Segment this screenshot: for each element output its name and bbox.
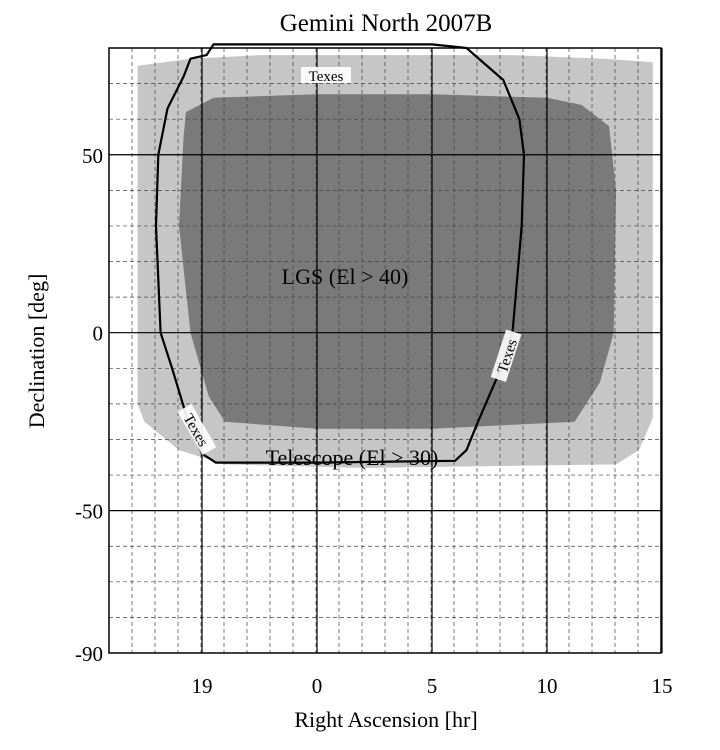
- y-tick-labels: 50 0 -50 -90: [75, 144, 103, 666]
- y-tick-label: 50: [82, 144, 103, 168]
- region-label-telescope: Telescope (El > 30): [266, 445, 439, 470]
- contour-label-text: Texes: [309, 69, 344, 85]
- x-tick-labels: 19 0 5 10 15: [192, 674, 673, 698]
- contour-texes: [154, 43, 526, 464]
- x-tick-label: 5: [427, 674, 438, 698]
- plot-frame: [108, 47, 662, 654]
- x-tick-label: 10: [537, 674, 558, 698]
- grid-minor: [109, 48, 661, 653]
- y-tick-label: -90: [75, 642, 103, 666]
- x-tick-label: 15: [652, 674, 673, 698]
- x-tick-label: 19: [192, 674, 213, 698]
- grid-major: [109, 48, 663, 653]
- chart-title: Gemini North 2007B: [280, 10, 493, 37]
- contour-label-texes: Texes: [301, 67, 351, 85]
- y-tick-label: -50: [75, 500, 103, 524]
- y-tick-label: 0: [93, 322, 104, 346]
- contour-label-bg: [490, 329, 522, 382]
- contour-label-bg: [177, 403, 217, 456]
- region-label-lgs: LGS (El > 40): [282, 264, 409, 289]
- regions: LGS (El > 40) Telescope (El > 30): [137, 55, 653, 470]
- y-axis-label: Declination [deg]: [24, 274, 49, 429]
- x-tick-label: 0: [312, 674, 323, 698]
- x-axis-label: Right Ascension [hr]: [294, 707, 477, 732]
- contour-label-bg: [301, 67, 351, 83]
